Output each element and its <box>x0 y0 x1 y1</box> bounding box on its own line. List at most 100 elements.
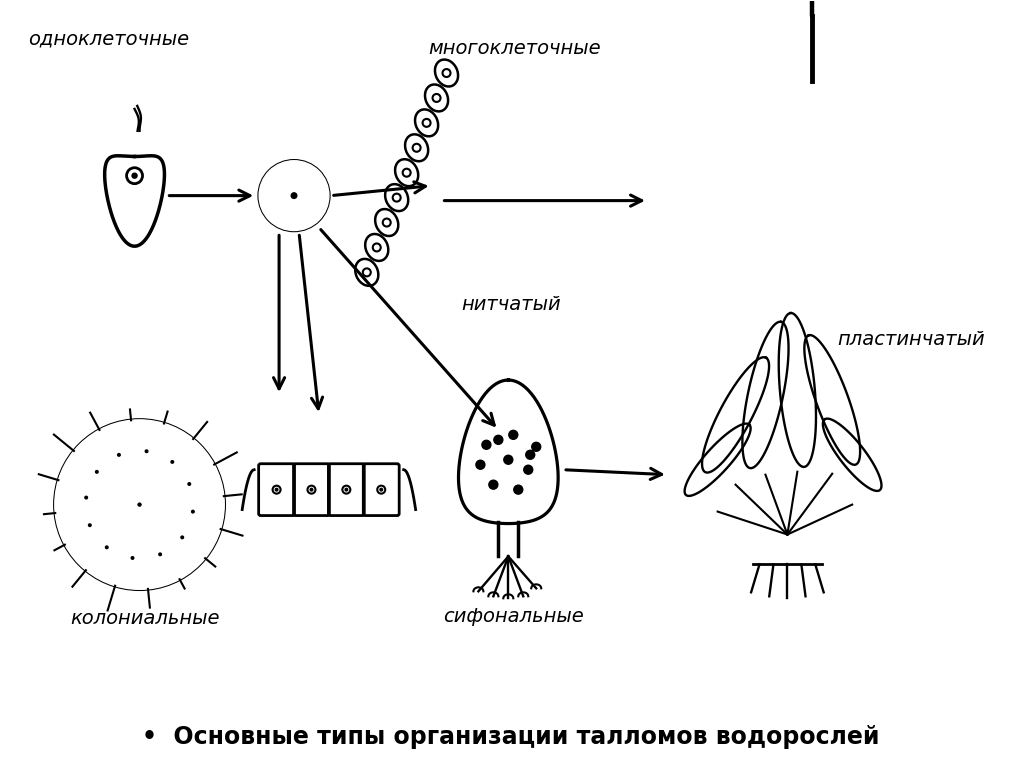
Polygon shape <box>778 313 816 467</box>
Circle shape <box>169 525 196 550</box>
Circle shape <box>525 450 535 459</box>
Text: •  Основные типы организации талломов водорослей: • Основные типы организации талломов вод… <box>141 725 879 749</box>
Circle shape <box>377 486 385 494</box>
Circle shape <box>188 507 198 516</box>
Circle shape <box>127 492 153 518</box>
Circle shape <box>494 436 503 444</box>
Circle shape <box>92 467 101 476</box>
Circle shape <box>95 470 98 473</box>
Circle shape <box>138 503 141 506</box>
FancyBboxPatch shape <box>673 56 912 345</box>
Circle shape <box>128 554 137 562</box>
Circle shape <box>55 420 224 589</box>
Ellipse shape <box>395 160 418 186</box>
Circle shape <box>423 119 430 127</box>
Circle shape <box>191 510 195 513</box>
Circle shape <box>105 546 109 548</box>
Circle shape <box>168 457 177 466</box>
Text: колониальные: колониальные <box>70 609 219 628</box>
Circle shape <box>380 489 383 491</box>
Circle shape <box>160 449 185 475</box>
Circle shape <box>138 503 141 506</box>
Polygon shape <box>459 380 558 524</box>
Circle shape <box>147 542 173 568</box>
Circle shape <box>488 480 498 489</box>
Circle shape <box>413 143 421 152</box>
Circle shape <box>159 553 162 555</box>
Circle shape <box>442 69 451 77</box>
Circle shape <box>176 471 202 497</box>
Polygon shape <box>702 357 769 472</box>
Polygon shape <box>685 423 751 496</box>
Circle shape <box>531 443 541 451</box>
FancyBboxPatch shape <box>259 464 295 515</box>
Circle shape <box>132 173 137 178</box>
Circle shape <box>74 485 99 511</box>
Ellipse shape <box>415 110 438 137</box>
Circle shape <box>272 486 281 494</box>
Ellipse shape <box>425 84 449 111</box>
Ellipse shape <box>355 259 378 286</box>
Circle shape <box>120 545 145 571</box>
Circle shape <box>181 536 183 538</box>
Text: сифональные: сифональные <box>443 607 585 627</box>
Circle shape <box>188 482 190 486</box>
Circle shape <box>432 94 440 102</box>
Circle shape <box>82 493 91 502</box>
Text: одноклеточные: одноклеточные <box>28 29 189 48</box>
Circle shape <box>310 489 312 491</box>
Circle shape <box>171 461 174 463</box>
Circle shape <box>275 489 278 491</box>
Circle shape <box>178 533 186 542</box>
Circle shape <box>88 524 91 526</box>
Ellipse shape <box>375 209 398 236</box>
Circle shape <box>156 550 165 559</box>
Circle shape <box>342 486 350 494</box>
Circle shape <box>523 466 532 474</box>
Circle shape <box>383 219 391 226</box>
Ellipse shape <box>406 134 428 161</box>
Text: многоклеточные: многоклеточные <box>429 39 601 58</box>
Text: пластинчатый: пластинчатый <box>838 330 985 349</box>
Circle shape <box>504 456 513 464</box>
Polygon shape <box>104 156 165 246</box>
Circle shape <box>402 169 411 176</box>
Circle shape <box>135 500 144 509</box>
Circle shape <box>362 268 371 276</box>
Ellipse shape <box>435 60 458 87</box>
Circle shape <box>514 486 523 494</box>
Text: нитчатый: нитчатый <box>462 295 561 314</box>
Circle shape <box>127 492 153 518</box>
Circle shape <box>373 243 381 252</box>
Circle shape <box>482 440 490 449</box>
Circle shape <box>84 459 110 485</box>
Circle shape <box>284 186 304 206</box>
Circle shape <box>184 479 194 489</box>
Circle shape <box>133 438 160 464</box>
Circle shape <box>94 535 120 560</box>
FancyBboxPatch shape <box>329 464 365 515</box>
Circle shape <box>115 450 124 459</box>
Circle shape <box>145 450 147 453</box>
Circle shape <box>180 499 206 525</box>
Circle shape <box>142 446 152 456</box>
FancyBboxPatch shape <box>364 464 399 515</box>
Polygon shape <box>742 322 788 468</box>
Circle shape <box>85 521 94 530</box>
Circle shape <box>307 486 315 494</box>
Circle shape <box>135 500 144 509</box>
Circle shape <box>392 193 400 202</box>
Circle shape <box>509 430 518 439</box>
Circle shape <box>131 557 134 559</box>
Ellipse shape <box>366 234 388 261</box>
Circle shape <box>291 193 297 199</box>
Polygon shape <box>823 419 882 491</box>
Ellipse shape <box>385 184 409 211</box>
Circle shape <box>476 460 485 469</box>
FancyBboxPatch shape <box>294 464 330 515</box>
Polygon shape <box>804 335 860 465</box>
Circle shape <box>85 496 87 499</box>
Circle shape <box>77 512 102 538</box>
Circle shape <box>259 161 329 231</box>
Circle shape <box>105 442 132 468</box>
